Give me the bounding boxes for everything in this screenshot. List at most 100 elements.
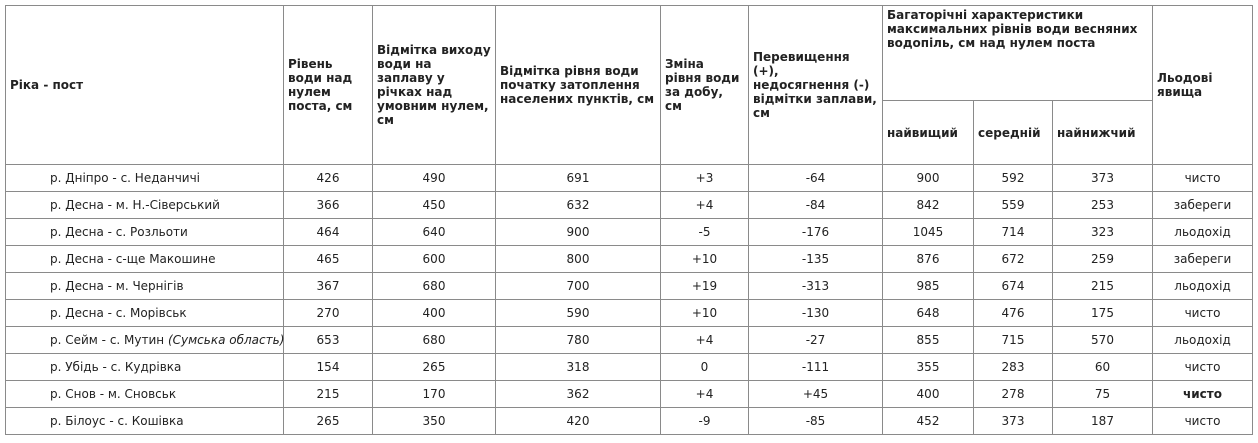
station-cell: р. Убідь - с. Кудрівка	[5, 353, 284, 381]
value-cell: +19	[660, 272, 749, 300]
table-row: р. Сейм - с. Мутин (Сумська область) 653 6…	[5, 326, 1254, 354]
value-cell: 366	[283, 191, 373, 219]
station-cell: р. Десна - с-ще Макошине	[5, 245, 284, 273]
station-note: (Сумська область)	[167, 333, 285, 347]
value-cell: 780	[495, 326, 661, 354]
station-name: р. Десна - с-ще Макошине	[50, 252, 216, 266]
value-cell: 680	[372, 326, 496, 354]
table-row: р. Десна - с. Розльоти 464 640 900 -5 -176 104…	[5, 218, 1254, 246]
value-cell: 265	[283, 407, 373, 435]
station-name: р. Десна - м. Н.-Сіверський	[50, 198, 220, 212]
value-cell: 400	[882, 380, 974, 408]
ice-cell: льодохід	[1152, 218, 1254, 246]
value-cell: 170	[372, 380, 496, 408]
station-name: р. Десна - м. Чернігів	[50, 279, 184, 293]
value-cell: 714	[973, 218, 1053, 246]
value-cell: 490	[372, 164, 496, 192]
value-cell: -5	[660, 218, 749, 246]
header-cell: Відмітка виходу води на заплаву у річках…	[372, 5, 496, 165]
table-row: р. Снов - м. Сновськ 215 170 362 +4 +45 400 278…	[5, 380, 1254, 408]
value-cell: +3	[660, 164, 749, 192]
value-cell: 175	[1051, 299, 1154, 327]
subheader-cell: найвищий	[882, 100, 974, 165]
value-cell: 570	[1051, 326, 1154, 354]
value-cell: 270	[283, 299, 373, 327]
header-cell: Ріка - пост	[5, 5, 284, 165]
station-cell: р. Дніпро - с. Неданчичі	[5, 164, 284, 192]
header-cell: Льодові явища	[1152, 5, 1254, 165]
station-cell: р. Десна - с. Морівськ	[5, 299, 284, 327]
table-row: р. Білоус - с. Кошівка 265 350 420 -9 -85 452 3…	[5, 407, 1254, 435]
ice-cell: чисто	[1152, 407, 1254, 435]
value-cell: +10	[660, 245, 749, 273]
value-cell: 592	[973, 164, 1053, 192]
value-cell: 450	[372, 191, 496, 219]
value-cell: 985	[882, 272, 974, 300]
value-cell: +4	[660, 326, 749, 354]
table-row: р. Десна - с. Морівськ 270 400 590 +10 -130 64…	[5, 299, 1254, 327]
value-cell: 373	[1051, 164, 1154, 192]
value-cell: -84	[748, 191, 883, 219]
value-cell: -313	[748, 272, 883, 300]
value-cell: 318	[495, 353, 661, 381]
value-cell: 367	[283, 272, 373, 300]
value-cell: 265	[372, 353, 496, 381]
ice-cell: забереги	[1152, 245, 1254, 273]
station-cell: р. Десна - м. Н.-Сіверський	[5, 191, 284, 219]
value-cell: 680	[372, 272, 496, 300]
value-cell: -130	[748, 299, 883, 327]
ice-cell: чисто	[1152, 299, 1254, 327]
value-cell: 653	[283, 326, 373, 354]
header-cell: Рівень води над нулем поста, см	[283, 5, 373, 165]
value-cell: 75	[1051, 380, 1154, 408]
station-name: р. Десна - с. Розльоти	[50, 225, 188, 239]
subheader-cell: найнижчий	[1051, 100, 1154, 165]
value-cell: 1045	[882, 218, 974, 246]
table-row: р. Убідь - с. Кудрівка 154 265 318 0 -111 355 2…	[5, 353, 1254, 381]
table-row: р. Десна - м. Н.-Сіверський 366 450 632 +4 -8…	[5, 191, 1254, 219]
value-cell: 476	[973, 299, 1053, 327]
table-row: р. Десна - м. Чернігів 367 680 700 +19 -313 98…	[5, 272, 1254, 300]
value-cell: 465	[283, 245, 373, 273]
station-name: р. Дніпро - с. Неданчичі	[50, 171, 201, 185]
table-body: р. Дніпро - с. Неданчичі 426 490 691 +3 -64 90…	[5, 164, 1254, 435]
value-cell: -64	[748, 164, 883, 192]
station-name: р. Білоус - с. Кошівка	[50, 414, 184, 428]
value-cell: 350	[372, 407, 496, 435]
value-cell: 855	[882, 326, 974, 354]
value-cell: 559	[973, 191, 1053, 219]
value-cell: -85	[748, 407, 883, 435]
value-cell: 900	[882, 164, 974, 192]
value-cell: 842	[882, 191, 974, 219]
value-cell: 648	[882, 299, 974, 327]
header-cell: Перевищення (+), недосягнення (-) відміт…	[748, 5, 883, 165]
value-cell: 362	[495, 380, 661, 408]
ice-cell: льодохід	[1152, 326, 1254, 354]
station-name: р. Убідь - с. Кудрівка	[50, 360, 182, 374]
value-cell: 253	[1051, 191, 1154, 219]
ice-cell: чисто	[1152, 164, 1254, 192]
value-cell: +4	[660, 380, 749, 408]
header-group-cell: Багаторічні характеристики максимальних …	[881, 5, 1154, 101]
station-cell: р. Десна - м. Чернігів	[5, 272, 284, 300]
value-cell: -111	[748, 353, 883, 381]
value-cell: 632	[495, 191, 661, 219]
value-cell: +10	[660, 299, 749, 327]
value-cell: 323	[1051, 218, 1154, 246]
ice-cell: чисто	[1152, 353, 1254, 381]
header-cell: Зміна рівня води за добу, см	[660, 5, 749, 165]
value-cell: 60	[1051, 353, 1154, 381]
value-cell: -9	[660, 407, 749, 435]
value-cell: 187	[1051, 407, 1154, 435]
value-cell: 420	[495, 407, 661, 435]
value-cell: 590	[495, 299, 661, 327]
table-row: р. Десна - с-ще Макошине 465 600 800 +10 -135…	[5, 245, 1254, 273]
ice-cell: забереги	[1152, 191, 1254, 219]
value-cell: 373	[973, 407, 1053, 435]
station-cell: р. Білоус - с. Кошівка	[5, 407, 284, 435]
value-cell: 464	[283, 218, 373, 246]
table-row: р. Дніпро - с. Неданчичі 426 490 691 +3 -64 90…	[5, 164, 1254, 192]
value-cell: 691	[495, 164, 661, 192]
value-cell: 674	[973, 272, 1053, 300]
station-cell: р. Снов - м. Сновськ	[5, 380, 284, 408]
